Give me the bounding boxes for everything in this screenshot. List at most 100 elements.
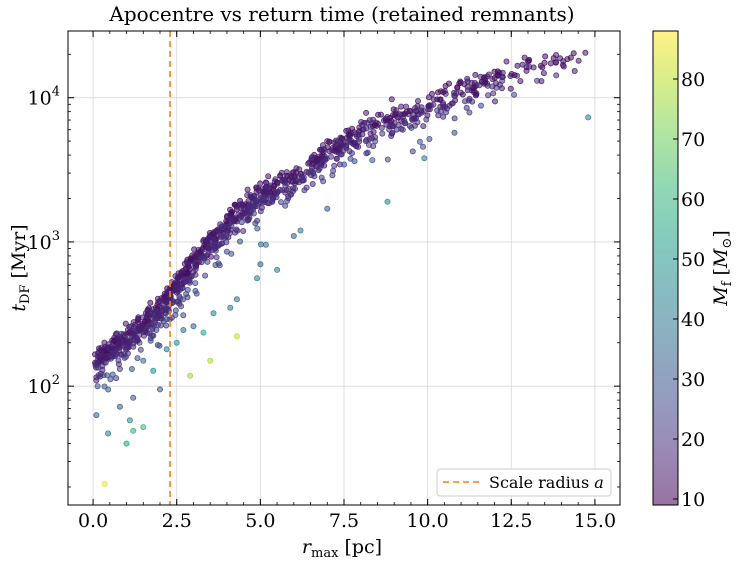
scatter-point	[315, 156, 322, 163]
scatter-point	[257, 261, 264, 268]
scatter-point	[224, 212, 231, 219]
scatter-point	[193, 290, 200, 297]
scatter-point	[274, 189, 281, 196]
scatter-point	[526, 56, 533, 63]
scatter-point	[94, 383, 101, 390]
scatter-point	[240, 205, 247, 212]
scatter-point	[277, 172, 284, 179]
scatter-point	[537, 62, 544, 69]
scatter-point	[281, 177, 288, 184]
scatter-point	[156, 386, 163, 393]
scatter-point	[200, 255, 207, 262]
scatter-point	[177, 272, 184, 279]
scatter-point	[408, 124, 415, 131]
scatter-point	[92, 360, 99, 367]
x-tick-label: 10.0	[406, 510, 448, 532]
scatter-point	[173, 339, 180, 346]
scatter-point	[144, 329, 151, 336]
colorbar-tick-label: 20	[681, 429, 705, 451]
scatter-point	[320, 178, 327, 185]
scatter-point	[570, 50, 577, 57]
scatter-point	[437, 96, 444, 103]
scatter-point	[219, 224, 226, 231]
scatter-point	[472, 92, 479, 99]
scatter-point	[233, 333, 240, 340]
scatter-point	[514, 62, 521, 69]
scatter-point	[219, 233, 226, 240]
scatter-point	[523, 67, 530, 74]
scatter-point	[461, 98, 468, 105]
scatter-point	[503, 58, 510, 65]
scatter-point	[481, 74, 488, 81]
scatter-point	[494, 68, 501, 75]
scatter-point	[485, 71, 492, 78]
scatter-point	[117, 351, 124, 358]
scatter-point	[157, 322, 164, 329]
scatter-point	[163, 346, 170, 353]
scatter-point	[200, 236, 207, 243]
scatter-point	[105, 430, 112, 437]
scatter-point	[560, 58, 567, 65]
scatter-point	[240, 227, 247, 234]
colorbar-tick-label: 80	[681, 69, 705, 91]
scatter-point	[451, 92, 458, 99]
scatter-point	[207, 253, 214, 260]
scatter-point	[490, 90, 497, 97]
scatter-point	[359, 131, 366, 138]
colorbar-label-close: ]	[710, 230, 732, 237]
scatter-point	[282, 182, 289, 189]
scatter-point	[351, 139, 358, 146]
scatter-point	[318, 146, 325, 153]
scatter-point	[371, 122, 378, 129]
scatter-point	[333, 155, 340, 162]
scatter-point	[414, 98, 421, 105]
scatter-point	[270, 195, 277, 202]
scatter-point	[184, 294, 191, 301]
scatter-point	[442, 83, 449, 90]
colorbar-ticks: 10 20 30 40 50 60 70 80	[673, 69, 705, 511]
scatter-point	[101, 480, 108, 487]
scatter-point	[224, 227, 231, 234]
x-tick-label: 12.5	[490, 510, 532, 532]
y-tick-label: 102	[28, 373, 60, 398]
scatter-point	[265, 173, 272, 180]
scatter-point	[130, 394, 137, 401]
scatter-point	[425, 94, 432, 101]
scatter-point	[348, 150, 355, 157]
x-axis-label: rmax [pc]	[302, 536, 382, 561]
y-axis-label-unit: [Myr]	[8, 224, 30, 284]
scatter-point	[156, 298, 163, 305]
colorbar-tick-label: 50	[681, 249, 705, 271]
scatter-point	[398, 103, 405, 110]
scatter-point	[123, 330, 130, 337]
scatter-point	[437, 88, 444, 95]
scatter-point	[230, 217, 237, 224]
scatter-point	[126, 417, 133, 424]
scatter-point	[175, 298, 182, 305]
scatter-point	[375, 111, 382, 118]
scatter-point	[123, 346, 130, 353]
scatter-point	[115, 361, 122, 368]
scatter-point	[454, 84, 461, 91]
scatter-point	[190, 323, 197, 330]
scatter-point	[145, 321, 152, 328]
scatter-point	[363, 136, 370, 143]
scatter-point	[96, 345, 103, 352]
scatter-point	[112, 352, 119, 359]
y-axis-label-var: t	[8, 304, 30, 312]
scatter-point	[257, 180, 264, 187]
scatter-point	[263, 187, 270, 194]
scatter-point	[542, 53, 549, 60]
scatter-point	[419, 143, 426, 150]
scatter-point	[130, 427, 137, 434]
scatter-point	[508, 71, 515, 78]
scatter-point	[109, 371, 116, 378]
scatter-point	[560, 63, 567, 70]
scatter-point	[282, 202, 289, 209]
scatter-point	[300, 177, 307, 184]
scatter-point	[238, 219, 245, 226]
y-tick-exp: 4	[52, 85, 60, 100]
scatter-point	[324, 205, 331, 212]
scatter-point	[582, 49, 589, 56]
